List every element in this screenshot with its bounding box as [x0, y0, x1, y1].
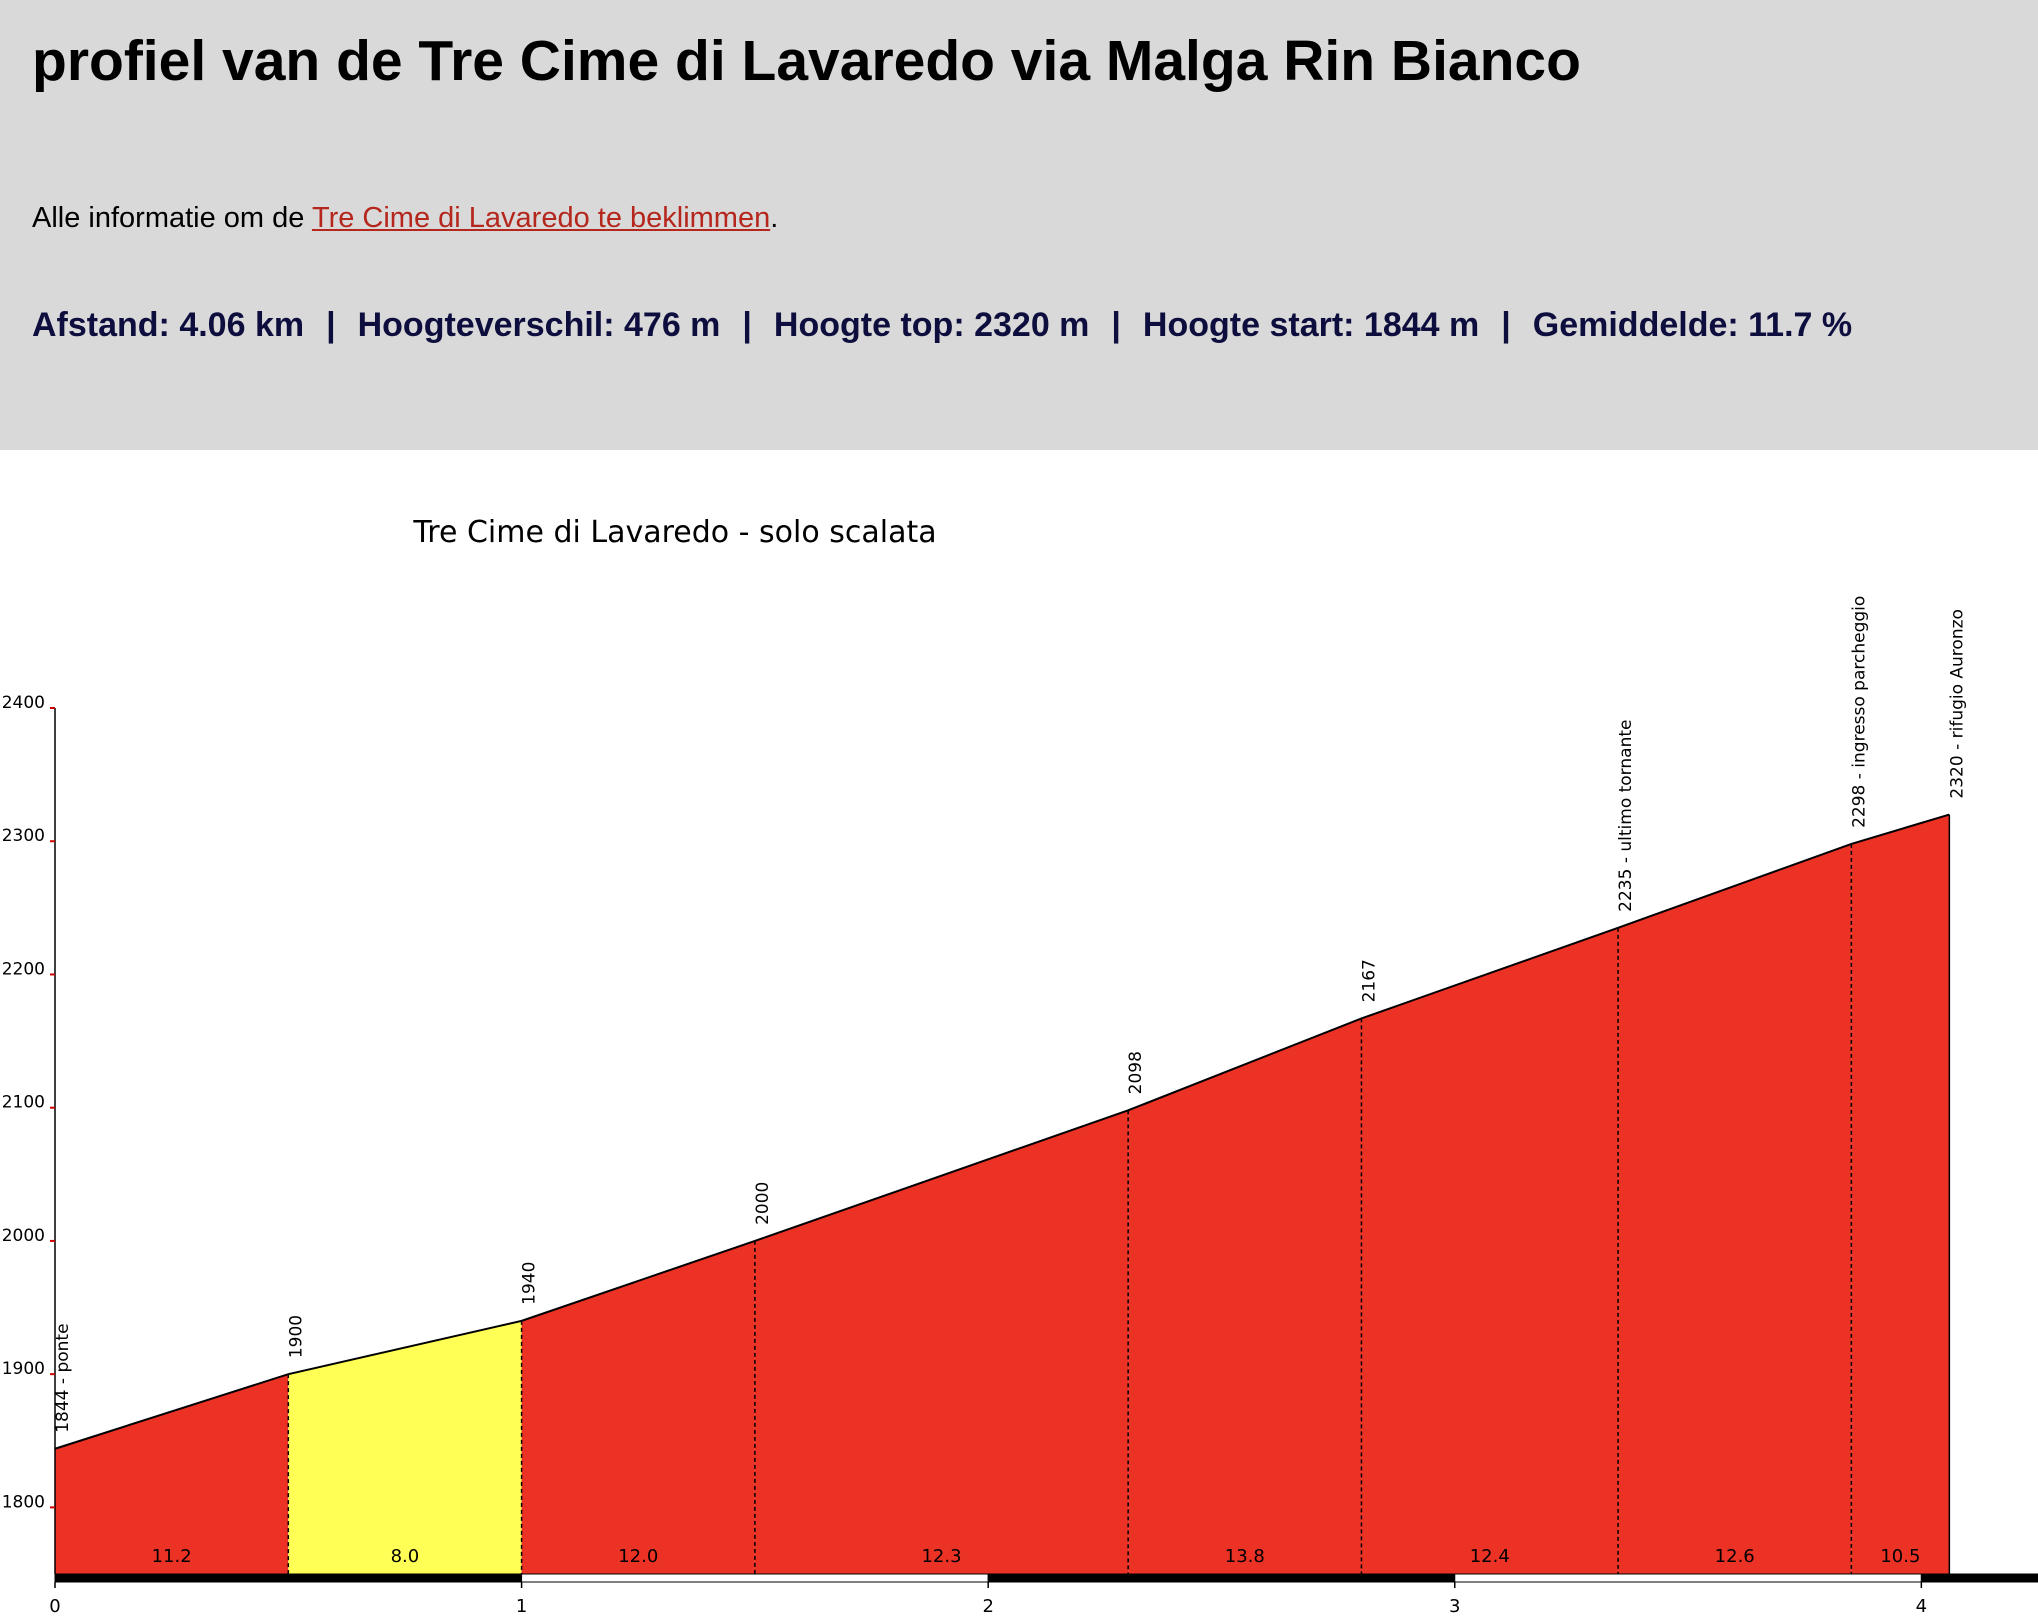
y-tick-label: 2400	[2, 693, 45, 713]
intro-text: .	[770, 202, 779, 234]
intro-text: Alle informatie om de	[32, 202, 312, 234]
stat: Hoogteverschil: 476 m	[357, 306, 721, 344]
gradient-label: 12.0	[618, 1546, 658, 1567]
intro: Alle informatie om de Tre Cime di Lavare…	[32, 202, 778, 235]
stat: Hoogte top: 2320 m	[773, 306, 1090, 344]
gradient-label: 12.6	[1715, 1546, 1755, 1567]
chart-title: Tre Cime di Lavaredo - solo scalata	[412, 515, 936, 550]
climb-link[interactable]: Tre Cime di Lavaredo te beklimmen	[311, 202, 771, 234]
gradient-label: 8.0	[391, 1546, 420, 1567]
km-bar	[54, 1573, 523, 1583]
km-bar	[521, 1573, 989, 1583]
y-tick-label: 2100	[2, 1093, 45, 1113]
y-tick-label: 2300	[2, 826, 45, 846]
x-tick-label: 3	[1449, 1596, 1460, 1617]
x-tick-label: 0	[49, 1596, 60, 1617]
y-tick-label: 2200	[2, 959, 45, 979]
profile-segment	[288, 1320, 522, 1574]
separator: |	[742, 306, 752, 344]
point-label: 1900	[286, 1315, 306, 1358]
y-tick-label: 2000	[2, 1226, 45, 1246]
y-tick-label: 1800	[2, 1492, 45, 1512]
km-bar	[987, 1573, 1456, 1583]
km-bar	[1454, 1573, 1922, 1583]
point-label: 1940	[520, 1262, 540, 1305]
separator: |	[326, 306, 336, 344]
gradient-label: 13.8	[1225, 1546, 1265, 1567]
gradient-label: 10.5	[1880, 1546, 1920, 1567]
page-header: profiel van de Tre Cime di Lavaredo via …	[0, 0, 2038, 450]
point-label: 2000	[753, 1182, 773, 1225]
x-tick-label: 2	[982, 1596, 993, 1617]
x-tick-label: 4	[1916, 1596, 1927, 1617]
profile-segment	[1128, 1018, 1362, 1574]
point-label: 2298 - ingresso parcheggio	[1849, 596, 1869, 828]
x-tick-label: 1	[516, 1596, 527, 1617]
page-title: profiel van de Tre Cime di Lavaredo via …	[32, 29, 1581, 93]
gradient-label: 12.3	[921, 1546, 961, 1567]
point-label: 2167	[1359, 959, 1379, 1002]
stat: Afstand: 4.06 km	[32, 306, 305, 344]
chart: Tre Cime di Lavaredo - solo scalata 11.2 8…	[2, 515, 2038, 1617]
profile-segment	[521, 1240, 755, 1574]
stat: Hoogte start: 1844 m	[1142, 306, 1480, 344]
gradient-label: 12.4	[1470, 1546, 1510, 1567]
separator: |	[1111, 306, 1121, 344]
y-tick-label: 1900	[2, 1359, 45, 1379]
profile-segment	[1361, 927, 1619, 1574]
profile-segment	[1851, 814, 1950, 1574]
profile-segment	[754, 1110, 1129, 1574]
km-bar	[1920, 1573, 2038, 1583]
stat: Gemiddelde: 11.7 %	[1532, 306, 1853, 344]
point-label: 2320 - rifugio Auronzo	[1947, 609, 1967, 799]
point-label: 2098	[1126, 1051, 1146, 1094]
point-label: 2235 - ultimo tornante	[1616, 720, 1636, 912]
point-label: 1844 - ponte	[53, 1323, 73, 1432]
separator: |	[1501, 306, 1511, 344]
profile-segment	[1618, 843, 1852, 1574]
stats: Afstand: 4.06 km | Hoogteverschil: 476 m | H…	[32, 306, 1852, 345]
profile-segment	[55, 1374, 289, 1574]
gradient-label: 11.2	[152, 1546, 192, 1567]
